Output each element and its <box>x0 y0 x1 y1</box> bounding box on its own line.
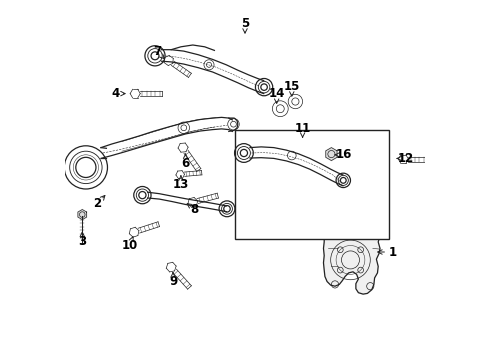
Text: 2: 2 <box>93 197 101 210</box>
Text: 6: 6 <box>181 157 190 170</box>
Text: 12: 12 <box>398 152 414 165</box>
Text: 11: 11 <box>294 122 311 135</box>
Text: 3: 3 <box>78 235 86 248</box>
Text: 13: 13 <box>173 178 189 191</box>
Text: 10: 10 <box>122 239 138 252</box>
Polygon shape <box>78 210 87 220</box>
Text: 1: 1 <box>389 246 397 258</box>
Text: 8: 8 <box>191 203 199 216</box>
Text: 9: 9 <box>169 275 177 288</box>
Text: 7: 7 <box>153 45 162 58</box>
Polygon shape <box>326 148 337 161</box>
Bar <box>235 130 389 239</box>
Text: 14: 14 <box>269 87 285 100</box>
Text: 16: 16 <box>336 148 352 161</box>
Text: 4: 4 <box>111 87 120 100</box>
Text: 5: 5 <box>241 17 249 30</box>
Text: 15: 15 <box>284 80 300 93</box>
Polygon shape <box>323 225 381 294</box>
